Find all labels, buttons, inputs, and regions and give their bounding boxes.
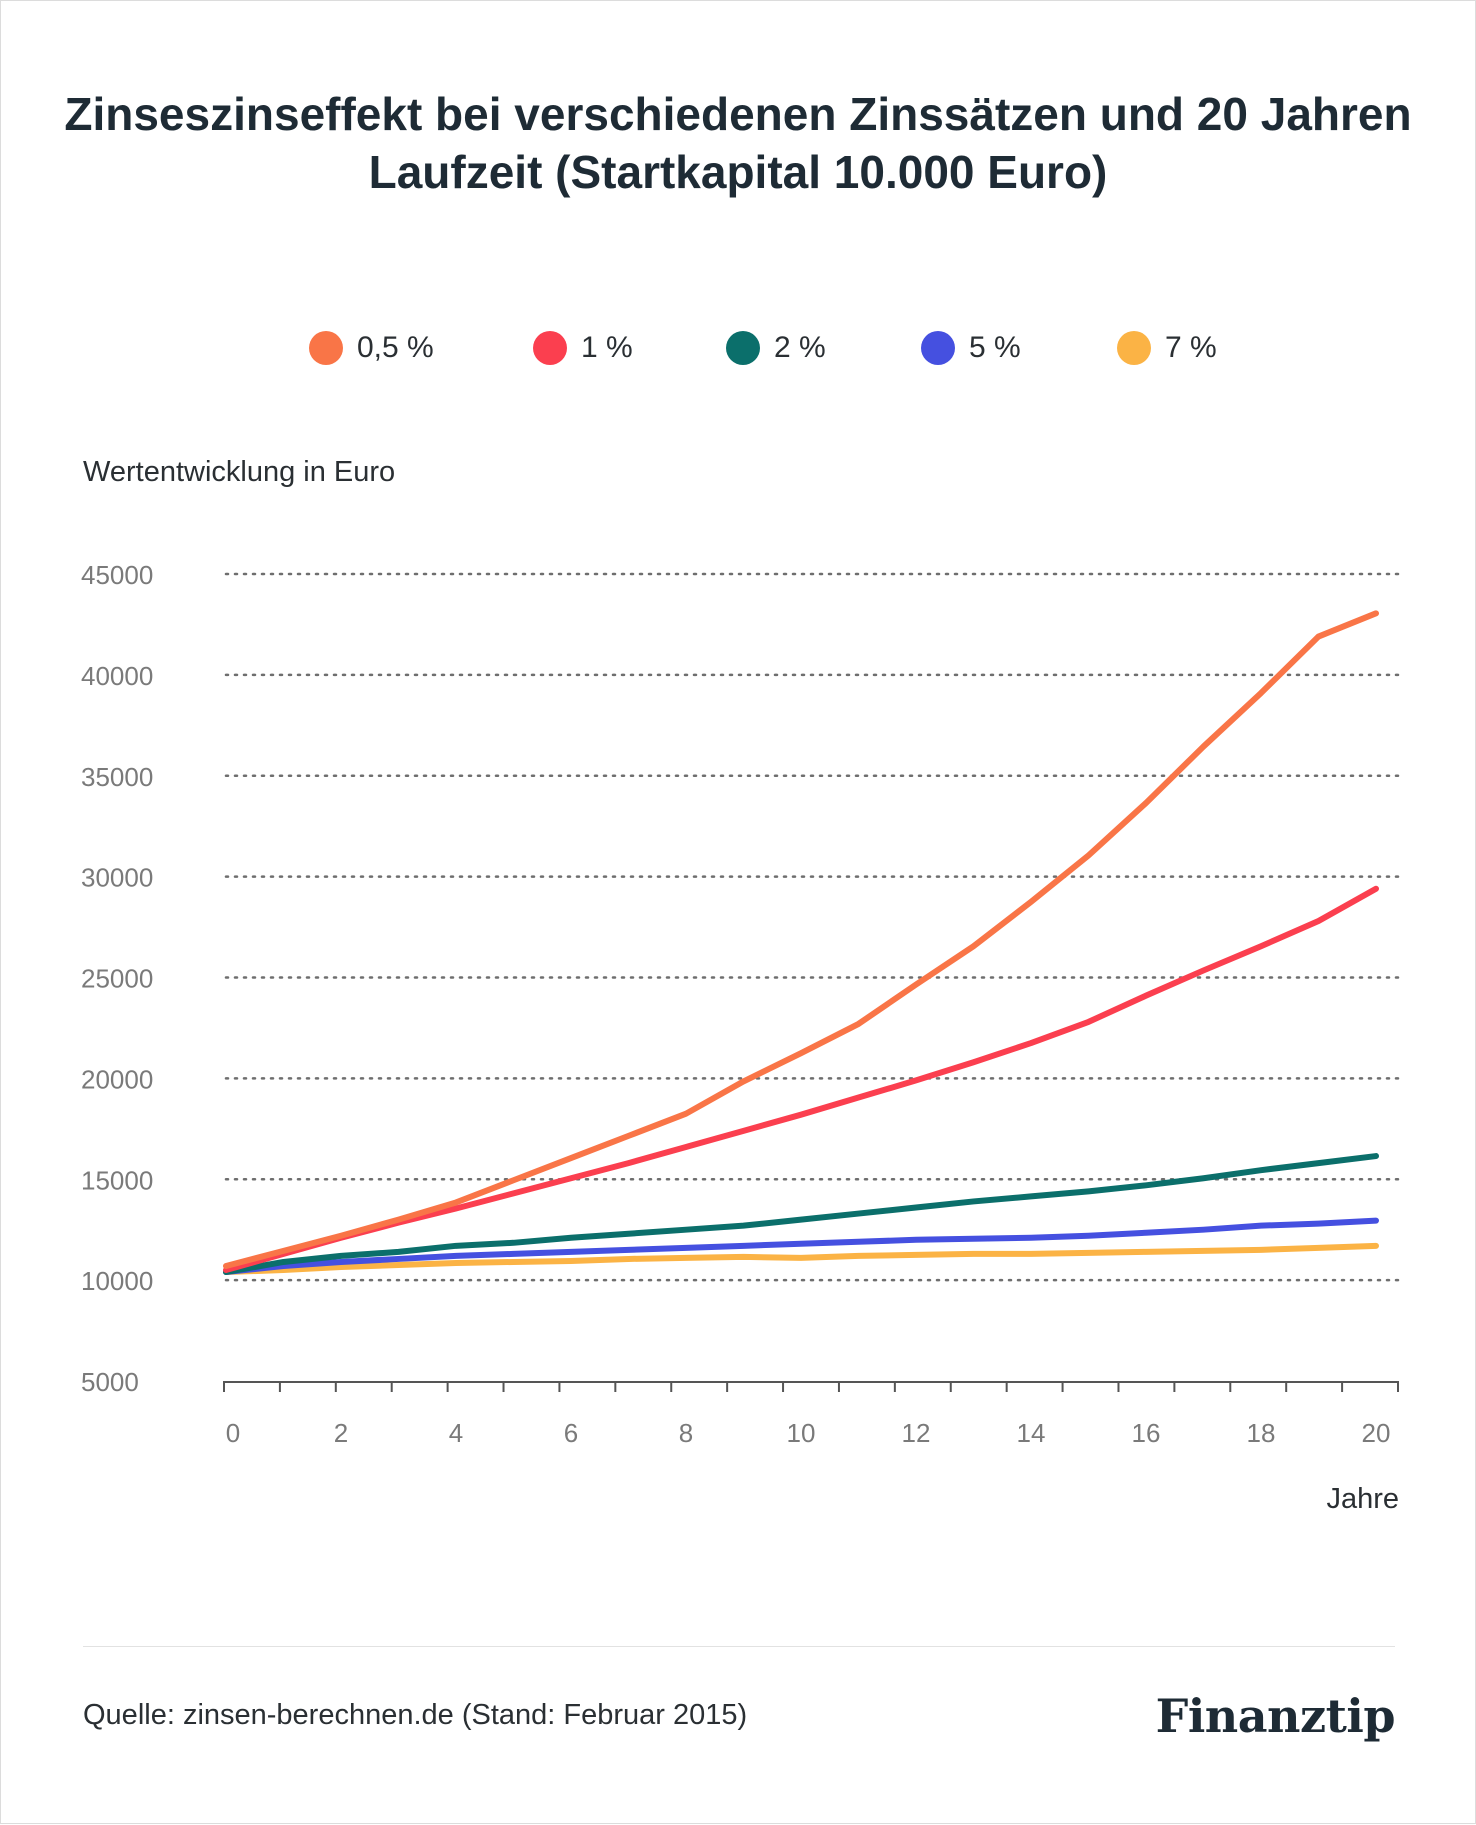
y-tick-label: 45000 xyxy=(81,560,153,590)
legend-item-2[interactable]: 2 % xyxy=(726,323,826,373)
legend-label: 0,5 % xyxy=(357,331,434,364)
legend-label: 7 % xyxy=(1165,331,1217,364)
series-lines xyxy=(223,610,1379,1276)
x-axis: 0 2 4 6 8 10 12 14 16 18 20 xyxy=(223,1381,1399,1448)
footer-divider xyxy=(83,1646,1395,1647)
gridlines: 5000 10000 15000 20000 25000 30000 35000 40000 4… xyxy=(81,560,1403,1397)
legend-item-0-5[interactable]: 0,5 % xyxy=(309,323,434,373)
x-tick-label: 20 xyxy=(1362,1418,1391,1448)
x-tick-label: 4 xyxy=(449,1418,463,1448)
x-tick-label: 2 xyxy=(334,1418,348,1448)
legend-item-7[interactable]: 7 % xyxy=(1117,323,1217,373)
legend-dot-icon xyxy=(921,331,955,365)
y-tick-label: 40000 xyxy=(81,661,153,691)
source-note: Quelle: zinsen-berechnen.de (Stand: Febr… xyxy=(83,1699,748,1731)
x-axis-label: Jahre xyxy=(1326,1483,1399,1515)
chart-title: Zinseszinseffekt bei verschiedenen Zinss… xyxy=(64,88,1412,198)
y-axis-label: Wertentwicklung in Euro xyxy=(83,456,396,488)
x-tick-label: 18 xyxy=(1247,1418,1276,1448)
x-tick-label: 6 xyxy=(564,1418,578,1448)
brand-logo: Finanztip xyxy=(1155,1689,1396,1743)
x-tick-label: 0 xyxy=(226,1418,240,1448)
legend: 0,5 % 1 % 2 % 5 % 7 % xyxy=(1,323,1476,373)
y-tick-label: 35000 xyxy=(81,762,153,792)
x-tick-label: 14 xyxy=(1017,1418,1046,1448)
legend-label: 5 % xyxy=(969,331,1021,364)
series-line-7 % xyxy=(223,1242,1379,1276)
legend-label: 2 % xyxy=(774,331,826,364)
legend-label: 1 % xyxy=(581,331,633,364)
series-line-1 % xyxy=(223,885,1379,1274)
x-tick-label: 10 xyxy=(787,1418,816,1448)
y-tick-label: 5000 xyxy=(81,1367,139,1397)
series-line-5 % xyxy=(223,1217,1379,1276)
series-line-2 % xyxy=(223,1153,1379,1276)
legend-item-1[interactable]: 1 % xyxy=(533,323,633,373)
legend-dot-icon xyxy=(309,331,343,365)
x-tick-label: 12 xyxy=(902,1418,931,1448)
y-tick-label: 10000 xyxy=(81,1266,153,1296)
series-line-0,5 % xyxy=(223,610,1379,1270)
legend-dot-icon xyxy=(533,331,567,365)
y-tick-label: 30000 xyxy=(81,863,153,893)
legend-dot-icon xyxy=(1117,331,1151,365)
legend-item-5[interactable]: 5 % xyxy=(921,323,1021,373)
y-tick-label: 25000 xyxy=(81,964,153,994)
y-tick-label: 20000 xyxy=(81,1064,153,1094)
x-tick-label: 16 xyxy=(1132,1418,1161,1448)
legend-dot-icon xyxy=(726,331,760,365)
x-tick-label: 8 xyxy=(679,1418,693,1448)
y-tick-label: 15000 xyxy=(81,1165,153,1195)
